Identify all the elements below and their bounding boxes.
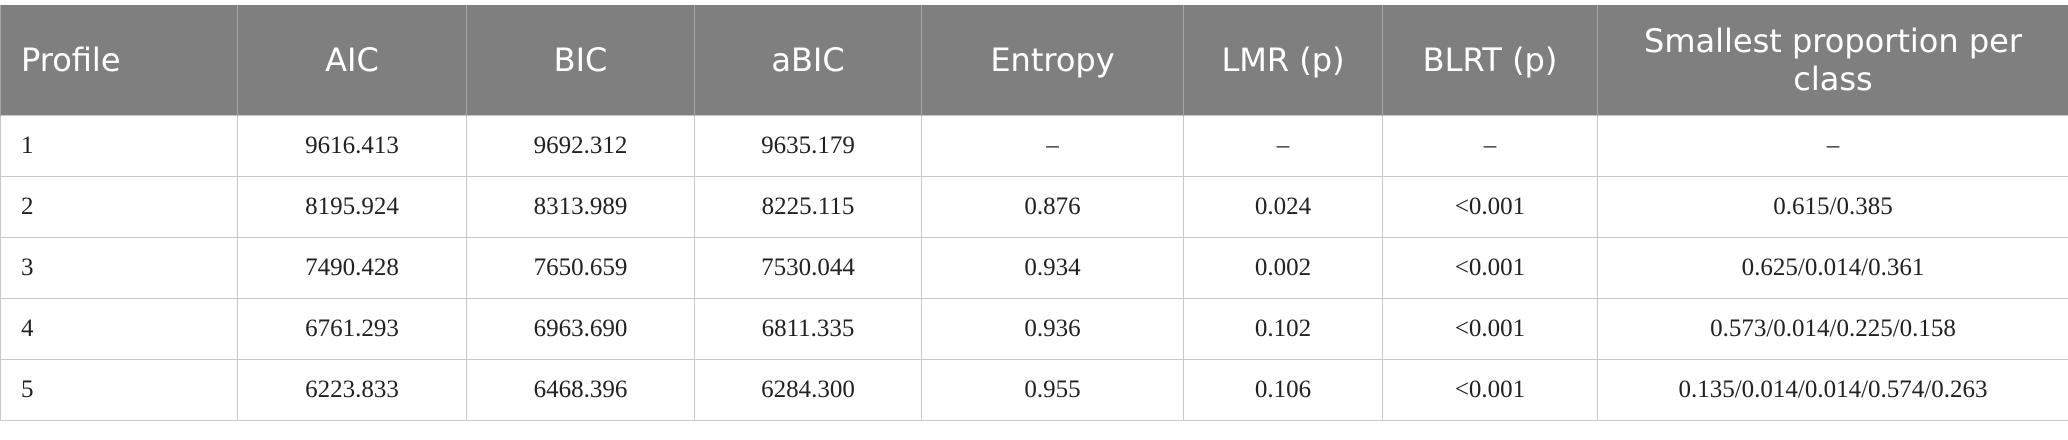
- table-row: 5 6223.833 6468.396 6284.300 0.955 0.106 <0.00…: [0, 359, 2068, 421]
- table-cell: 6284.300: [694, 359, 922, 421]
- table-cell: –: [1382, 115, 1598, 177]
- table-cell: –: [921, 115, 1184, 177]
- table-container: Profile AIC BIC aBIC Entropy LMR (p) BLRT (p) S…: [0, 5, 2068, 421]
- table-cell: 6223.833: [237, 359, 467, 421]
- table-cell: 9616.413: [237, 115, 467, 177]
- table-cell: <0.001: [1382, 237, 1598, 299]
- table-cell: 0.102: [1183, 298, 1383, 360]
- header-cell: BLRT (p): [1382, 5, 1598, 116]
- table-cell: 4: [0, 298, 238, 360]
- table-cell: 0.002: [1183, 237, 1383, 299]
- table-cell: –: [1597, 115, 2068, 177]
- table-row: 3 7490.428 7650.659 7530.044 0.934 0.002 <0.00…: [0, 237, 2068, 299]
- table-cell: 7650.659: [466, 237, 695, 299]
- table-cell: 0.625/0.014/0.361: [1597, 237, 2068, 299]
- table-cell: 1: [0, 115, 238, 177]
- table-cell: <0.001: [1382, 298, 1598, 360]
- header-cell: Profile: [0, 5, 238, 116]
- header-cell: Smallest proportion per class: [1597, 5, 2068, 116]
- table-cell: 0.955: [921, 359, 1184, 421]
- table-cell: 7490.428: [237, 237, 467, 299]
- header-cell: LMR (p): [1183, 5, 1383, 116]
- table-head: Profile AIC BIC aBIC Entropy LMR (p) BLRT (p) S…: [0, 5, 2068, 116]
- table-cell: 2: [0, 176, 238, 238]
- table-cell: 6963.690: [466, 298, 695, 360]
- header-cell: Entropy: [921, 5, 1184, 116]
- header-cell: BIC: [466, 5, 695, 116]
- table-cell: 8225.115: [694, 176, 922, 238]
- table-cell: 0.024: [1183, 176, 1383, 238]
- table-cell: 0.876: [921, 176, 1184, 238]
- table-row: 1 9616.413 9692.312 9635.179– – – –: [0, 115, 2068, 177]
- table-cell: 8195.924: [237, 176, 467, 238]
- header-row: Profile AIC BIC aBIC Entropy LMR (p) BLRT (p) S…: [0, 5, 2068, 116]
- table-body: 1 9616.413 9692.312 9635.179– – – –2 8195.924 83…: [0, 115, 2068, 421]
- table-cell: 0.573/0.014/0.225/0.158: [1597, 298, 2068, 360]
- table-cell: 3: [0, 237, 238, 299]
- table-cell: 0.106: [1183, 359, 1383, 421]
- table-cell: 0.934: [921, 237, 1184, 299]
- table-cell: 0.936: [921, 298, 1184, 360]
- table-cell: –: [1183, 115, 1383, 177]
- table-cell: 6761.293: [237, 298, 467, 360]
- table-cell: 9635.179: [694, 115, 922, 177]
- table-cell: 6811.335: [694, 298, 922, 360]
- table-cell: 0.135/0.014/0.014/0.574/0.263: [1597, 359, 2068, 421]
- table-cell: <0.001: [1382, 359, 1598, 421]
- header-cell: aBIC: [694, 5, 922, 116]
- table-row: 2 8195.924 8313.989 8225.115 0.876 0.024 <0.00…: [0, 176, 2068, 238]
- table-row: 4 6761.293 6963.690 6811.335 0.936 0.102 <0.00…: [0, 298, 2068, 360]
- table-cell: 6468.396: [466, 359, 695, 421]
- table-cell: 0.615/0.385: [1597, 176, 2068, 238]
- fit-table: Profile AIC BIC aBIC Entropy LMR (p) BLRT (p) S…: [0, 5, 2068, 421]
- table-cell: 7530.044: [694, 237, 922, 299]
- header-cell: AIC: [237, 5, 467, 116]
- table-cell: 9692.312: [466, 115, 695, 177]
- table-cell: 8313.989: [466, 176, 695, 238]
- table-cell: <0.001: [1382, 176, 1598, 238]
- table-cell: 5: [0, 359, 238, 421]
